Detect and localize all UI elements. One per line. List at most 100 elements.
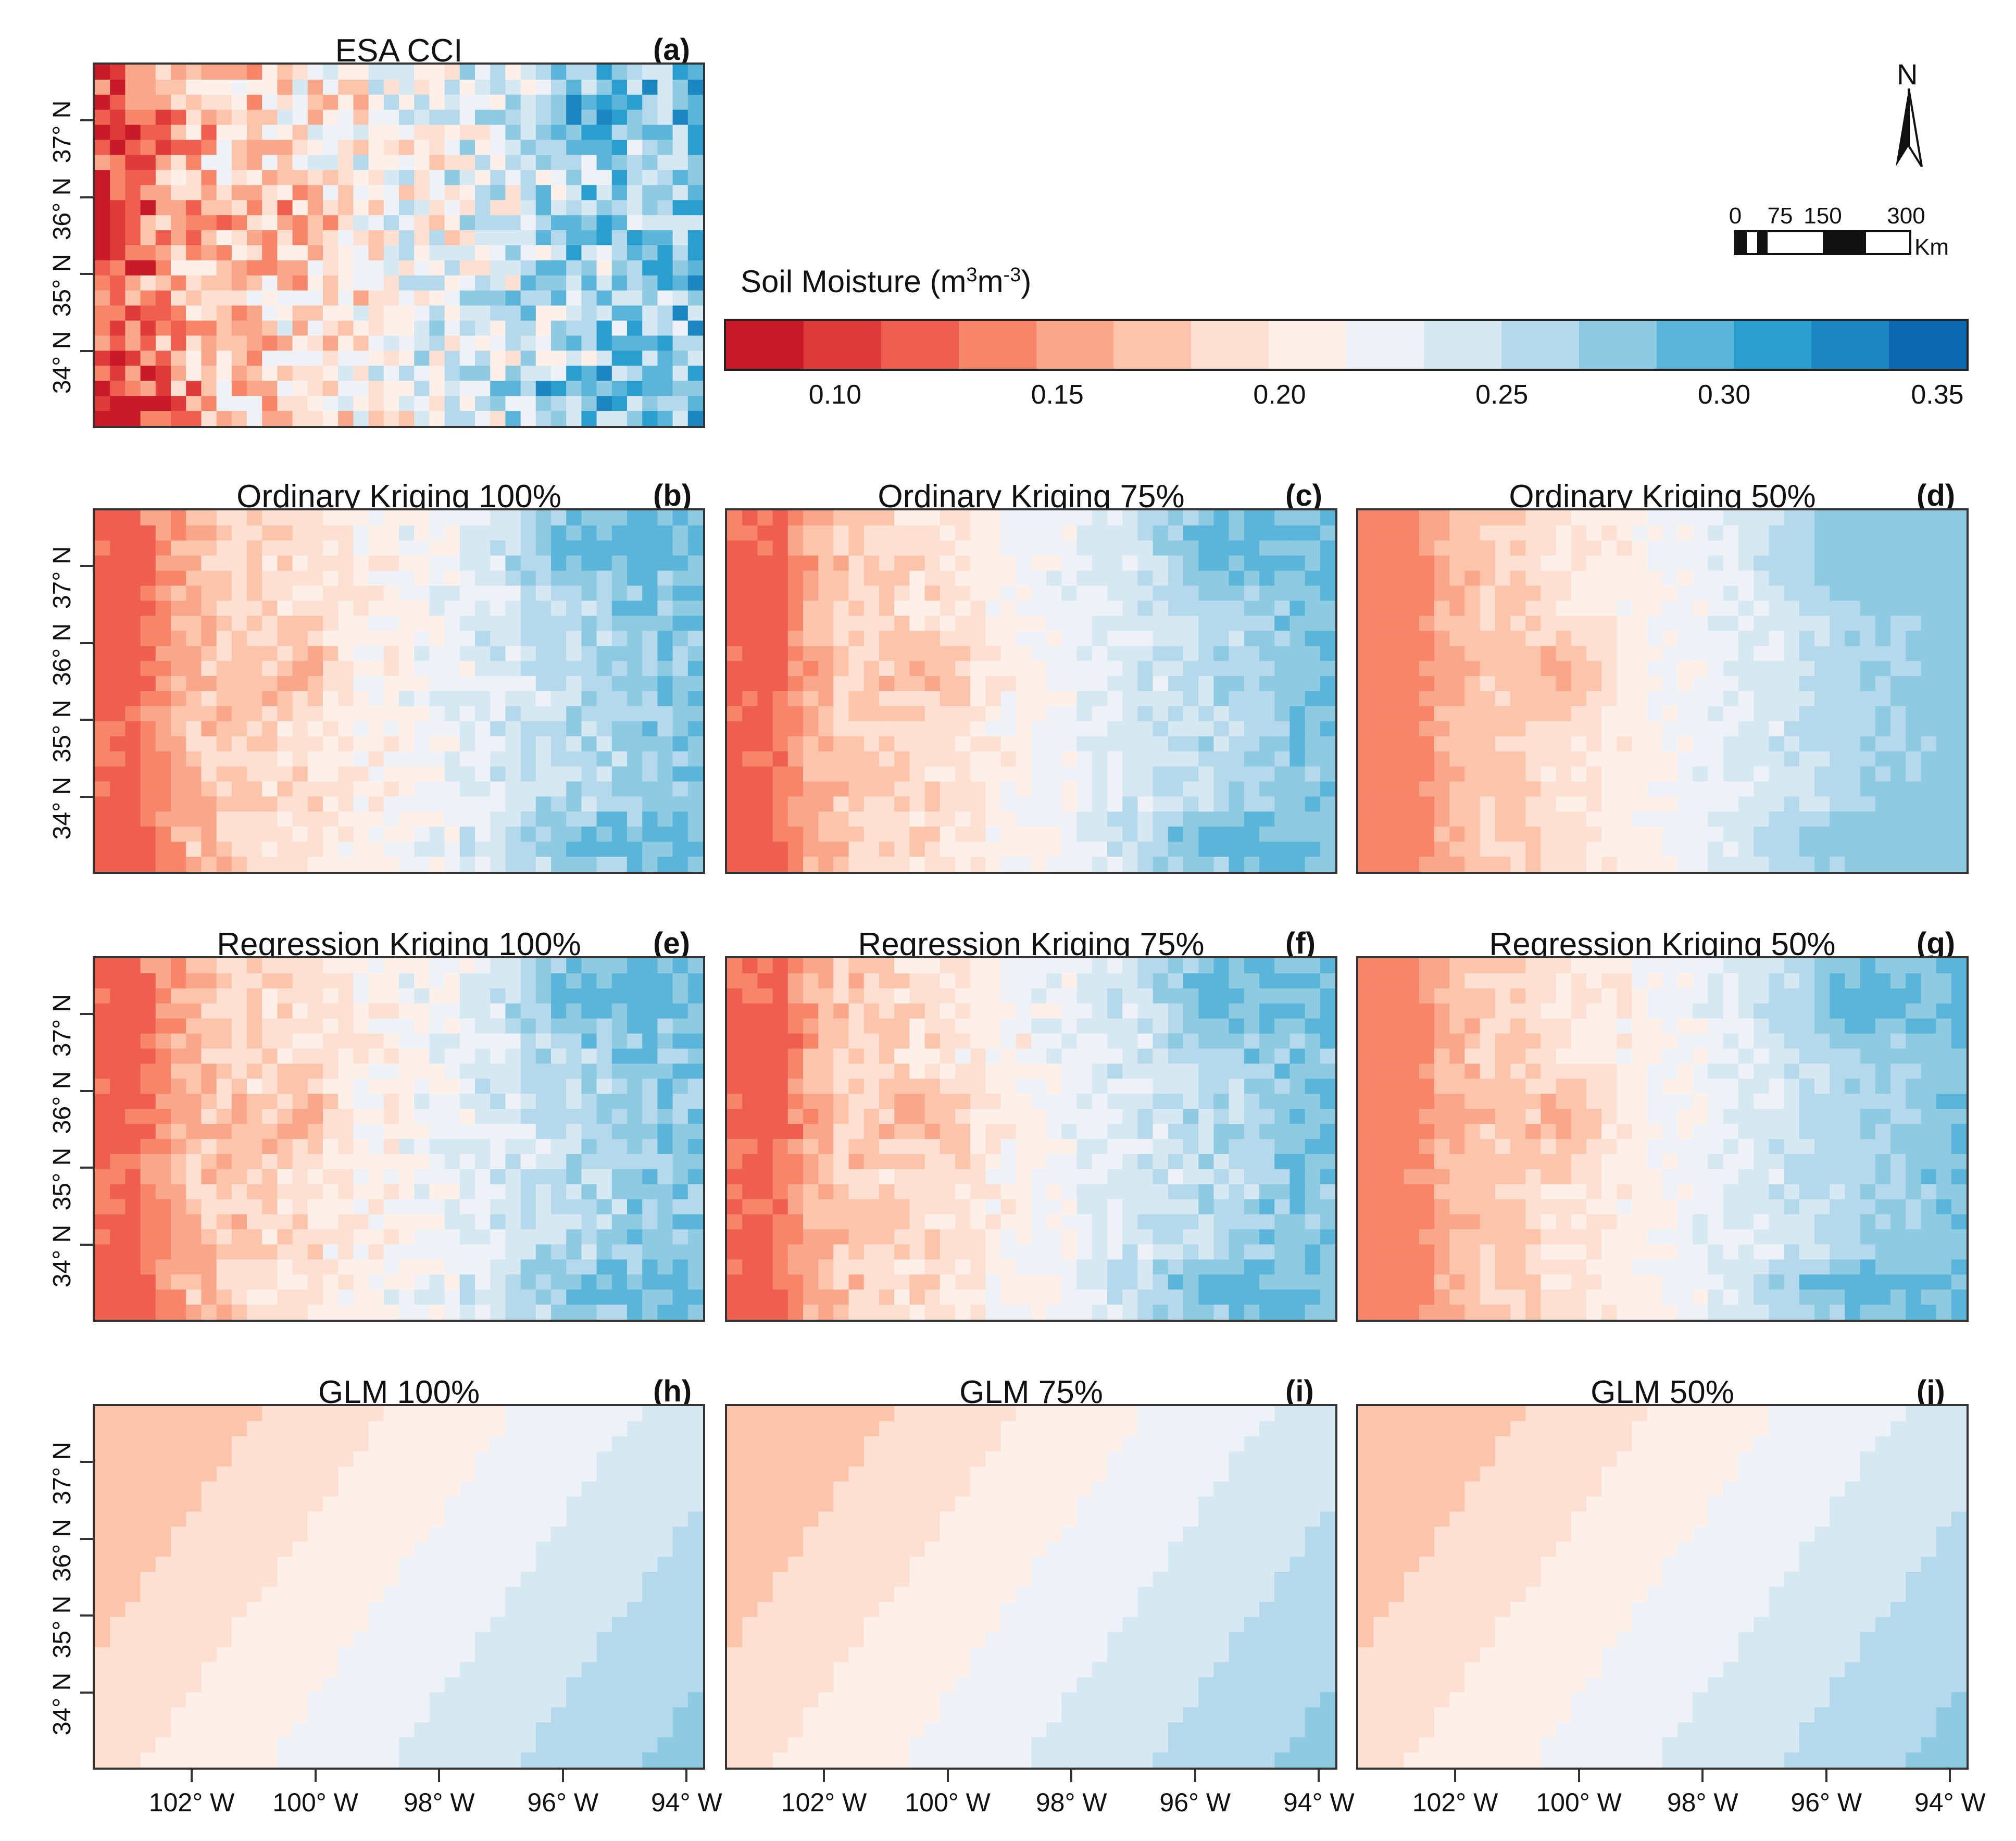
grid-cell bbox=[110, 366, 126, 381]
grid-cell bbox=[642, 988, 658, 1004]
grid-cell bbox=[1107, 706, 1123, 722]
grid-cell bbox=[1229, 661, 1245, 677]
grid-cell bbox=[505, 320, 521, 336]
grid-cell bbox=[1754, 766, 1769, 782]
grid-cell bbox=[1510, 555, 1526, 571]
grid-cell bbox=[535, 1259, 552, 1275]
grid-cell bbox=[1229, 510, 1245, 526]
grid-cell bbox=[1541, 631, 1557, 646]
grid-cell bbox=[1601, 706, 1617, 722]
grid-cell bbox=[444, 706, 460, 722]
grid-cell bbox=[627, 275, 643, 291]
grid-cell bbox=[1830, 525, 1845, 541]
grid-cell bbox=[262, 185, 278, 201]
grid-cell bbox=[110, 585, 126, 602]
grid-cell bbox=[1076, 585, 1093, 602]
grid-cell bbox=[459, 510, 475, 526]
grid-cell bbox=[848, 525, 865, 541]
grid-cell bbox=[110, 973, 126, 989]
grid-cell bbox=[1213, 736, 1230, 752]
grid-cell bbox=[772, 540, 788, 556]
grid-cell bbox=[262, 396, 278, 411]
grid-cell bbox=[186, 781, 202, 797]
grid-cell bbox=[535, 215, 552, 231]
grid-cell bbox=[879, 988, 895, 1004]
grid-cell bbox=[414, 200, 430, 216]
grid-cell bbox=[848, 616, 865, 631]
grid-cell bbox=[520, 1169, 536, 1185]
grid-cell bbox=[642, 350, 658, 366]
grid-cell bbox=[307, 973, 323, 989]
grid-cell bbox=[1951, 525, 1967, 541]
grid-cell bbox=[535, 973, 552, 989]
grid-cell bbox=[627, 585, 643, 602]
grid-cell bbox=[1510, 796, 1526, 812]
colorbar-tick-label: 0.30 bbox=[1697, 380, 1751, 410]
grid-cell bbox=[475, 366, 491, 381]
grid-cell bbox=[1738, 751, 1754, 767]
grid-cell bbox=[429, 706, 445, 722]
grid-cell bbox=[1107, 988, 1123, 1004]
heatmap-a bbox=[95, 65, 703, 426]
grid-cell bbox=[657, 736, 673, 752]
grid-cell bbox=[566, 1184, 582, 1200]
grid-cell bbox=[231, 1274, 247, 1290]
grid-cell bbox=[490, 1109, 506, 1124]
grid-cell bbox=[520, 305, 536, 321]
grid-cell bbox=[672, 796, 688, 812]
grid-cell bbox=[1153, 555, 1169, 571]
grid-cell bbox=[1031, 796, 1047, 812]
grid-cell bbox=[1061, 600, 1078, 616]
grid-cell bbox=[1845, 585, 1861, 602]
grid-cell bbox=[201, 691, 217, 707]
grid-cell bbox=[490, 170, 506, 185]
grid-cell bbox=[155, 200, 171, 216]
grid-cell bbox=[171, 510, 186, 526]
grid-cell bbox=[125, 1199, 141, 1215]
grid-cell bbox=[627, 140, 643, 156]
grid-cell bbox=[611, 170, 628, 185]
y-tick-mark bbox=[80, 196, 93, 198]
grid-cell bbox=[642, 215, 658, 231]
grid-cell bbox=[1358, 540, 1374, 556]
grid-cell bbox=[1890, 676, 1906, 692]
grid-cell bbox=[216, 1048, 232, 1064]
grid-cell bbox=[1769, 510, 1785, 526]
grid-cell bbox=[627, 1139, 643, 1155]
grid-cell bbox=[216, 155, 232, 170]
grid-cell bbox=[292, 510, 308, 526]
grid-cell bbox=[1799, 691, 1815, 707]
grid-cell bbox=[1076, 721, 1093, 737]
grid-cell bbox=[1198, 766, 1214, 782]
grid-cell bbox=[292, 1214, 308, 1230]
grid-cell bbox=[338, 230, 354, 246]
grid-cell bbox=[596, 646, 612, 661]
grid-cell bbox=[307, 766, 323, 782]
grid-cell bbox=[818, 721, 834, 737]
grid-cell bbox=[672, 1289, 688, 1305]
grid-cell bbox=[1510, 781, 1526, 797]
grid-cell bbox=[940, 721, 956, 737]
grid-cell bbox=[247, 1003, 262, 1019]
grid-cell bbox=[1373, 751, 1389, 767]
grid-cell bbox=[818, 796, 834, 812]
grid-cell bbox=[1000, 631, 1017, 646]
grid-cell bbox=[1244, 826, 1260, 842]
grid-cell bbox=[687, 109, 703, 126]
grid-cell bbox=[429, 381, 445, 396]
grid-cell bbox=[1419, 570, 1435, 586]
grid-cell bbox=[475, 646, 491, 661]
grid-cell bbox=[1647, 796, 1663, 812]
grid-cell bbox=[757, 751, 773, 767]
grid-cell bbox=[307, 381, 323, 396]
grid-cell bbox=[216, 781, 232, 797]
grid-cell bbox=[399, 1154, 415, 1170]
grid-cell bbox=[201, 973, 217, 989]
grid-cell bbox=[95, 1274, 110, 1290]
grid-cell bbox=[611, 1124, 628, 1139]
grid-cell bbox=[353, 706, 369, 722]
grid-cell bbox=[787, 736, 804, 752]
grid-cell bbox=[459, 1214, 475, 1230]
grid-cell bbox=[1525, 600, 1541, 616]
grid-cell bbox=[1274, 751, 1290, 767]
